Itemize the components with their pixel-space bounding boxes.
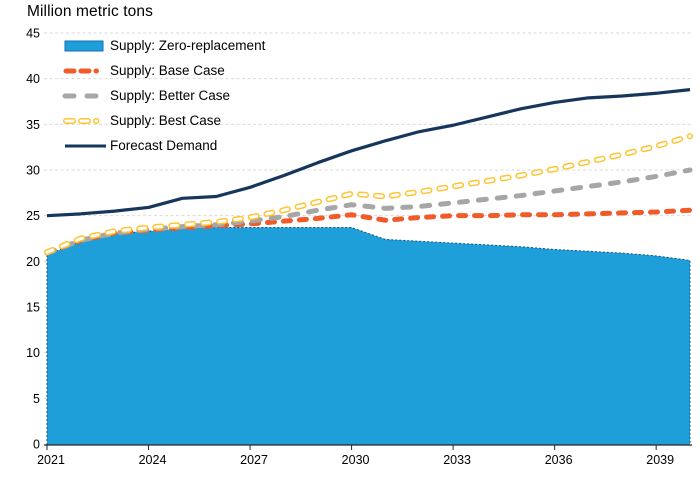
x-axis-tick-label: 2024	[139, 453, 167, 467]
legend-item-better-case: Supply: Better Case	[62, 83, 265, 108]
series-solid-line	[46, 88, 691, 218]
series-area-edge	[46, 227, 691, 445]
legend-label: Supply: Zero-replacement	[110, 38, 266, 53]
y-axis-tick-label: 30	[26, 164, 40, 178]
series-outlined-dashed-line-inner	[45, 134, 692, 254]
legend-item-best-case: Supply: Best Case	[62, 108, 265, 133]
legend-dashed-line-swatch-icon	[63, 68, 108, 73]
series-area-zero-replacement	[47, 227, 690, 445]
y-axis-tick-label: 20	[26, 255, 40, 269]
legend-label: Forecast Demand	[110, 138, 218, 153]
x-axis-tick-label: 2027	[240, 453, 268, 467]
x-axis-tick-label: 2039	[646, 453, 674, 467]
legend-item-forecast-demand: Forecast Demand	[62, 133, 265, 158]
legend-solid-line-swatch-icon	[65, 144, 106, 147]
y-axis-tick-label: 40	[26, 72, 40, 86]
chart-legend: Supply: Zero-replacement Supply: Base Ca…	[62, 33, 265, 158]
y-axis-tick-label: 35	[26, 118, 40, 132]
y-axis-tick-label: 15	[26, 301, 40, 315]
y-axis-tick-label: 45	[26, 27, 40, 41]
y-axis-tick-label: 5	[33, 392, 40, 406]
legend-label: Supply: Base Case	[110, 63, 225, 78]
legend-outlined-dashed-line-swatch-icon	[63, 117, 108, 124]
legend-label: Supply: Best Case	[110, 113, 222, 128]
legend-label: Supply: Better Case	[110, 88, 231, 103]
series-dashed-line	[44, 207, 693, 256]
x-axis-tick-label: 2030	[342, 453, 370, 467]
x-axis-tick-label: 2036	[545, 453, 573, 467]
y-axis-tick-label: 25	[26, 209, 40, 223]
legend-area-swatch-icon	[64, 40, 104, 51]
y-axis-tick-label: 10	[26, 346, 40, 360]
x-axis-tick-label: 2033	[443, 453, 471, 467]
legend-item-zero-replacement: Supply: Zero-replacement	[62, 33, 265, 58]
legend-item-base-case: Supply: Base Case	[62, 58, 265, 83]
y-axis-tick-label: 0	[33, 438, 40, 452]
series-dashed-line	[44, 167, 693, 256]
x-axis-tick-label: 2021	[37, 453, 65, 467]
chart-title: Million metric tons	[27, 3, 153, 20]
legend-dashed-line-swatch-icon	[62, 93, 108, 98]
